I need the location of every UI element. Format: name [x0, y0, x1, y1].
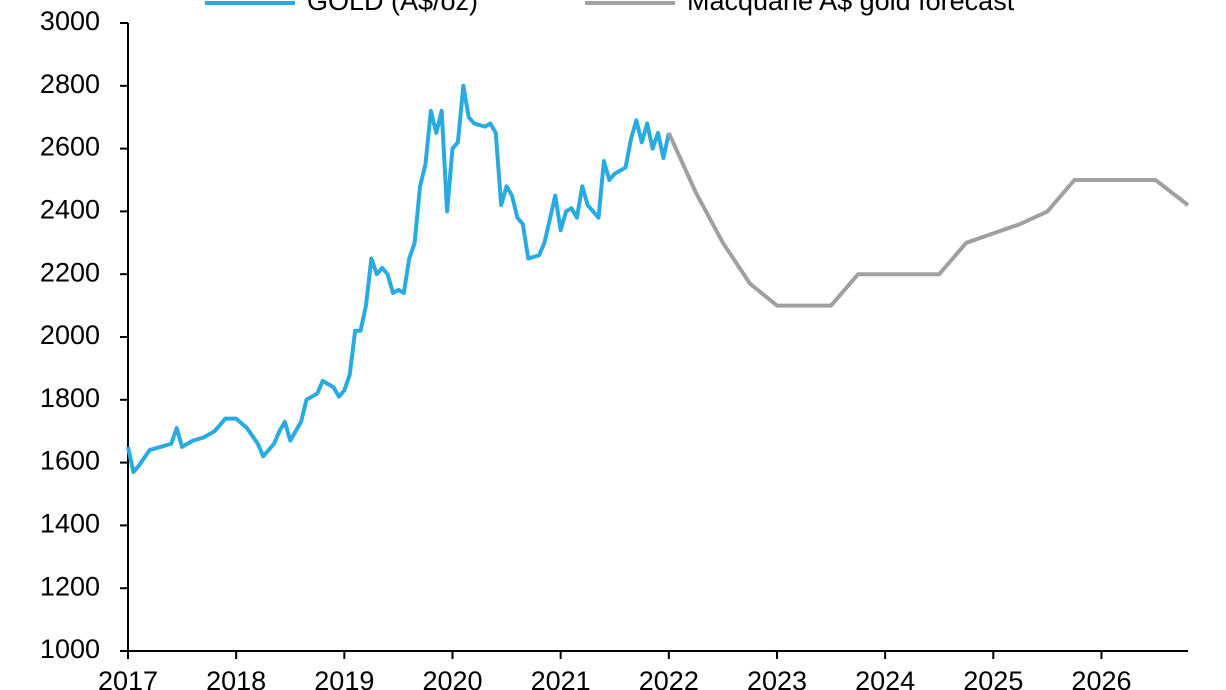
y-tick-label: 1600	[40, 446, 100, 476]
y-tick-label: 1800	[40, 383, 100, 413]
y-tick-label: 3000	[40, 6, 100, 36]
y-tick-label: 1200	[40, 571, 100, 601]
x-tick-label: 2024	[855, 666, 915, 690]
y-tick-label: 2400	[40, 195, 100, 225]
y-tick-label: 2200	[40, 257, 100, 287]
x-tick-label: 2022	[639, 666, 699, 690]
x-tick-label: 2025	[963, 666, 1023, 690]
series-line	[126, 83, 671, 475]
series-line	[666, 132, 1190, 308]
x-tick-label: 2017	[98, 666, 158, 690]
x-tick-label: 2019	[314, 666, 374, 690]
x-tick-label: 2021	[531, 666, 591, 690]
x-tick-label: 2018	[206, 666, 266, 690]
y-tick-label: 1000	[40, 634, 100, 664]
legend-label: GOLD (A$/oz)	[307, 0, 478, 16]
x-tick-label: 2020	[422, 666, 482, 690]
x-tick-label: 2023	[747, 666, 807, 690]
y-tick-label: 2600	[40, 132, 100, 162]
y-tick-label: 2000	[40, 320, 100, 350]
y-tick-label: 1400	[40, 509, 100, 539]
x-tick-label: 2026	[1071, 666, 1131, 690]
y-tick-label: 2800	[40, 69, 100, 99]
legend-label: Macquarie A$ gold forecast	[687, 0, 1015, 16]
